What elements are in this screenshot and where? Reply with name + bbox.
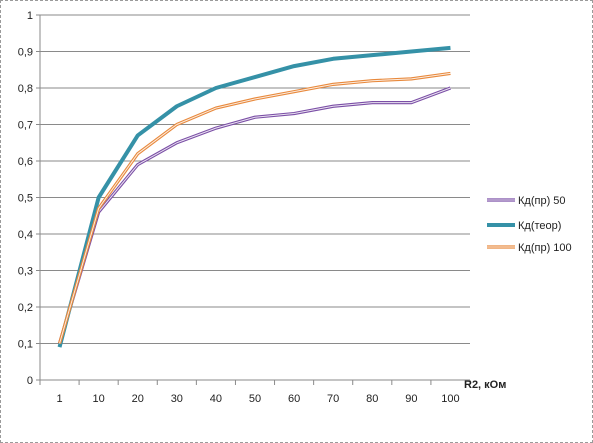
x-tick-label: 100	[441, 393, 459, 405]
series-3	[58, 71, 451, 344]
y-tick-labels: 0 0,1 0,2 0,3 0,4 0,5 0,6 0,7 0,8 0,9 1	[18, 10, 33, 387]
x-axis-label: R2, кОм	[464, 379, 506, 391]
x-tick-label: 60	[288, 393, 300, 405]
series-2	[57, 45, 451, 348]
series-line	[58, 71, 451, 344]
x-tick-label: 10	[93, 393, 105, 405]
y-tick-label: 0,7	[18, 120, 33, 132]
y-tick-label: 0,5	[18, 193, 33, 205]
series-line	[58, 86, 452, 344]
x-tick-label: 30	[171, 393, 183, 405]
series-1	[58, 86, 452, 344]
x-tick-label: 1	[56, 393, 62, 405]
legend-item: Кд(пр) 50	[487, 195, 566, 207]
y-tick-label: 0,3	[18, 266, 33, 278]
legend-label: Кд(пр) 50	[518, 195, 566, 207]
y-tick-label: 0,9	[18, 47, 33, 59]
x-tick-label: 70	[327, 393, 339, 405]
x-tick-label: 40	[210, 393, 222, 405]
legend-label: Кд(пр) 100	[518, 242, 572, 254]
legend-label: Кд(теор)	[518, 220, 561, 232]
x-tick-label: 20	[132, 393, 144, 405]
legend-item: Кд(пр) 100	[487, 242, 572, 254]
gridlines	[40, 14, 470, 344]
y-tick-label: 1	[27, 10, 33, 22]
series-line-highlight	[59, 72, 451, 344]
x-tick-label: 80	[366, 393, 378, 405]
legend-item: Кд(теор)	[487, 220, 561, 232]
axes	[36, 14, 471, 385]
y-tick-label: 0,8	[18, 83, 33, 95]
x-tick-label: 90	[405, 393, 417, 405]
series-lines	[57, 45, 452, 348]
y-tick-label: 0	[27, 375, 33, 387]
y-tick-label: 0,1	[18, 339, 33, 351]
y-tick-label: 0,2	[18, 302, 33, 314]
legend: Кд(пр) 50 Кд(теор) Кд(пр) 100	[487, 195, 572, 254]
y-tick-label: 0,4	[18, 229, 33, 241]
series-line-highlight	[59, 87, 451, 344]
x-tick-labels: 1 10 20 30 40 50 60 70 80 90 100	[56, 393, 459, 405]
x-tick-label: 50	[249, 393, 261, 405]
y-tick-label: 0,6	[18, 156, 33, 168]
